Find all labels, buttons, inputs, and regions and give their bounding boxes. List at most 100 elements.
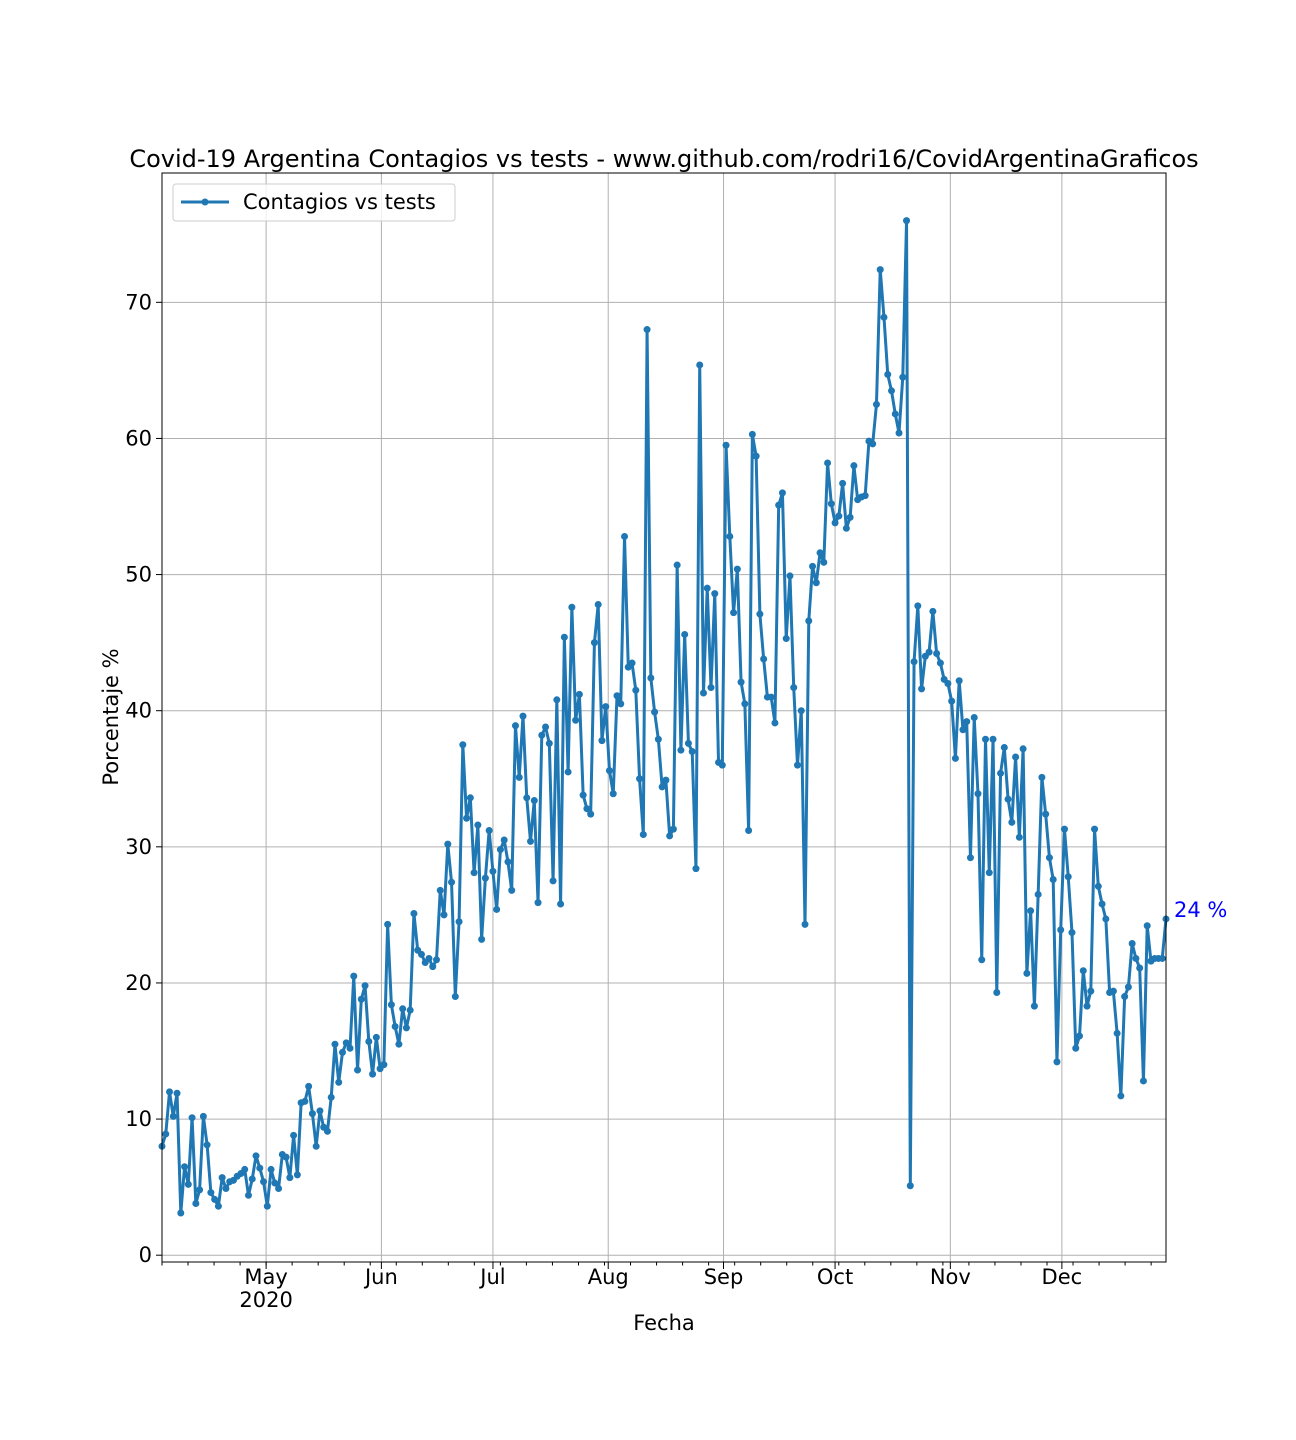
data-point — [579, 791, 587, 799]
data-point — [207, 1189, 215, 1197]
data-point — [1109, 987, 1117, 995]
data-point — [218, 1174, 226, 1182]
data-point — [1049, 875, 1057, 883]
data-point — [177, 1209, 185, 1217]
data-point — [1102, 915, 1110, 923]
data-point — [312, 1142, 320, 1150]
data-point — [831, 519, 839, 527]
data-point — [771, 719, 779, 727]
data-point — [872, 400, 880, 408]
x-tick-label: May — [244, 1265, 287, 1289]
data-point — [429, 963, 437, 971]
data-point — [327, 1093, 335, 1101]
data-point — [1008, 818, 1016, 826]
data-point — [673, 561, 681, 569]
data-point — [974, 790, 982, 798]
data-point — [748, 430, 756, 438]
data-point — [496, 846, 504, 854]
data-point — [895, 429, 903, 437]
legend-label: Contagios vs tests — [243, 190, 436, 214]
data-point — [481, 874, 489, 882]
tick-marks — [156, 301, 1152, 1269]
data-point — [820, 558, 828, 566]
x-tick-label: Jul — [478, 1265, 505, 1289]
data-point — [455, 918, 463, 926]
data-point — [1064, 873, 1072, 881]
data-point — [252, 1152, 260, 1160]
x-tick-label: Nov — [930, 1265, 971, 1289]
data-point — [184, 1180, 192, 1188]
data-point — [1060, 825, 1068, 833]
data-point — [301, 1097, 309, 1105]
data-point — [372, 1033, 380, 1041]
data-point — [391, 1023, 399, 1030]
y-axis-label: Porcentaje % — [99, 648, 123, 785]
data-point — [632, 686, 640, 694]
data-point — [417, 950, 425, 958]
data-point — [1121, 993, 1129, 1001]
data-point — [850, 462, 858, 470]
x-tick-label: Dec — [1042, 1265, 1083, 1289]
data-point — [662, 776, 670, 784]
data-point — [527, 837, 535, 845]
data-point — [906, 1182, 914, 1190]
x-axis-label: Fecha — [633, 1311, 695, 1335]
data-point — [515, 773, 523, 781]
legend-marker — [201, 198, 209, 206]
data-point — [572, 716, 580, 724]
data-point — [338, 1048, 346, 1056]
data-point — [647, 674, 655, 682]
data-point — [797, 707, 805, 715]
data-point — [511, 722, 519, 730]
x-tick-label: Jun — [363, 1265, 398, 1289]
data-point — [846, 513, 854, 521]
data-point — [639, 831, 647, 839]
y-tick-label: 50 — [125, 563, 152, 587]
data-point — [211, 1195, 219, 1203]
data-point — [384, 920, 392, 928]
data-point — [598, 737, 606, 745]
data-point — [1053, 1058, 1061, 1066]
data-point — [188, 1114, 196, 1122]
data-point — [267, 1165, 275, 1173]
data-point — [1117, 1092, 1125, 1100]
data-point — [752, 452, 760, 460]
data-point — [929, 607, 937, 615]
data-point — [605, 767, 613, 775]
data-point — [1030, 1002, 1038, 1010]
x-tick-label: Oct — [817, 1265, 853, 1289]
data-point — [1076, 1032, 1084, 1040]
data-point — [1072, 1044, 1080, 1052]
data-point — [335, 1078, 343, 1086]
data-point — [805, 617, 813, 625]
data-point — [1042, 810, 1050, 818]
data-point — [395, 1040, 403, 1048]
data-point — [448, 878, 456, 886]
data-point — [1098, 900, 1106, 908]
data-point — [1045, 854, 1053, 862]
data-point — [993, 988, 1001, 996]
data-point — [978, 956, 986, 964]
data-point — [658, 783, 666, 791]
data-point — [444, 840, 452, 848]
data-point — [1015, 833, 1023, 841]
data-point — [684, 739, 692, 747]
data-point — [1027, 907, 1035, 915]
data-point — [989, 735, 997, 743]
data-point — [982, 735, 990, 743]
data-point — [1139, 1077, 1147, 1085]
data-point — [970, 714, 978, 721]
y-tick-label: 10 — [125, 1107, 152, 1131]
data-point — [568, 603, 576, 611]
data-point — [463, 814, 471, 822]
data-point — [955, 677, 963, 685]
data-point — [1124, 983, 1132, 991]
data-point — [696, 361, 704, 369]
x-tick-sublabel: 2020 — [239, 1288, 292, 1312]
data-point — [1004, 795, 1012, 803]
data-point — [557, 900, 565, 908]
data-point — [726, 532, 734, 540]
data-point — [775, 501, 783, 509]
data-point — [617, 700, 625, 708]
legend: Contagios vs tests — [172, 183, 456, 222]
